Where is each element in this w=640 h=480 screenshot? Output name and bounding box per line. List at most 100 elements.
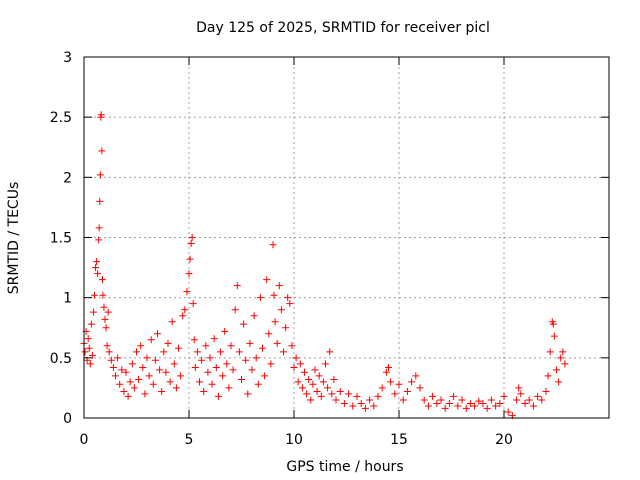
data-point [412,372,420,380]
data-point [420,396,428,404]
data-point [322,360,329,368]
data-point [87,320,95,328]
data-point [399,396,407,404]
data-point [466,400,474,408]
data-point [261,372,269,380]
data-point [313,388,321,396]
data-point [103,342,111,350]
data-point [546,348,554,356]
data-point [252,354,260,362]
data-point [550,332,558,340]
data-point [95,224,103,232]
y-tick-label: 1.5 [50,231,72,247]
data-point [345,390,353,398]
data-point [118,366,126,374]
data-point [109,363,117,371]
data-point [84,335,92,343]
data-point [324,384,332,392]
data-point [504,408,512,416]
data-point [107,356,115,364]
data-point [96,197,104,205]
data-point [193,348,201,356]
data-point [340,400,348,408]
data-point [437,396,445,404]
data-point [450,392,458,400]
data-point [479,400,487,408]
data-point [116,380,124,388]
y-tick-label: 3 [63,50,72,66]
data-point [85,344,93,352]
y-axis-label: SRMTID / TECUs [6,182,22,295]
grid-layer [84,57,609,418]
data-point [143,354,151,362]
data-point [454,402,462,410]
data-point [98,147,106,155]
data-point [317,392,325,400]
data-point [408,378,416,386]
data-point [96,171,104,179]
data-point [246,339,254,347]
data-point [330,375,338,383]
data-point [168,318,176,326]
data-point [441,404,449,412]
y-tick-label: 2.5 [50,110,72,126]
data-point [183,288,191,296]
axis-ticks [83,56,609,419]
data-point [133,348,140,356]
data-point [387,378,395,386]
data-point [135,375,143,383]
x-tick-label: 15 [390,432,408,448]
data-point [114,354,122,362]
x-tick-label: 5 [185,432,194,448]
data-point [233,282,241,290]
data-point [145,372,153,380]
data-point [208,380,216,388]
data-point [166,378,174,386]
data-point [185,270,193,278]
data-point [88,351,96,359]
data-point [561,360,569,368]
data-point [204,368,212,376]
data-point [235,348,243,356]
data-point [424,402,432,410]
data-point [500,392,508,400]
x-tick-label: 10 [285,432,303,448]
data-point [112,372,119,380]
data-point [462,404,470,412]
data-point [219,372,227,380]
data-point [227,342,235,350]
data-points [80,111,569,420]
data-point [217,348,224,356]
data-point [403,388,411,396]
data-point [294,378,302,386]
data-point [553,366,560,374]
data-point [332,396,340,404]
data-point [471,402,479,410]
data-point [229,366,237,374]
data-point [242,356,250,364]
data-point [280,348,287,356]
data-point [395,380,403,388]
data-point [374,392,382,400]
data-point [94,270,102,278]
data-point [244,390,252,398]
data-point [95,236,103,244]
data-point [187,240,195,248]
data-point [99,291,107,299]
data-point [361,404,369,412]
data-point [263,276,271,284]
x-axis-label: GPS time / hours [286,459,403,475]
data-point [301,368,308,376]
data-point [139,363,147,371]
data-point [102,324,110,332]
data-point [105,348,113,356]
data-point [164,339,172,347]
data-point [175,344,182,352]
data-point [492,402,500,410]
data-point [382,368,390,376]
data-point [303,390,311,398]
data-point [189,300,197,308]
chart-title: Day 125 of 2025, SRMTID for receiver pic… [196,20,490,36]
data-point [240,320,248,328]
data-point [433,400,441,408]
